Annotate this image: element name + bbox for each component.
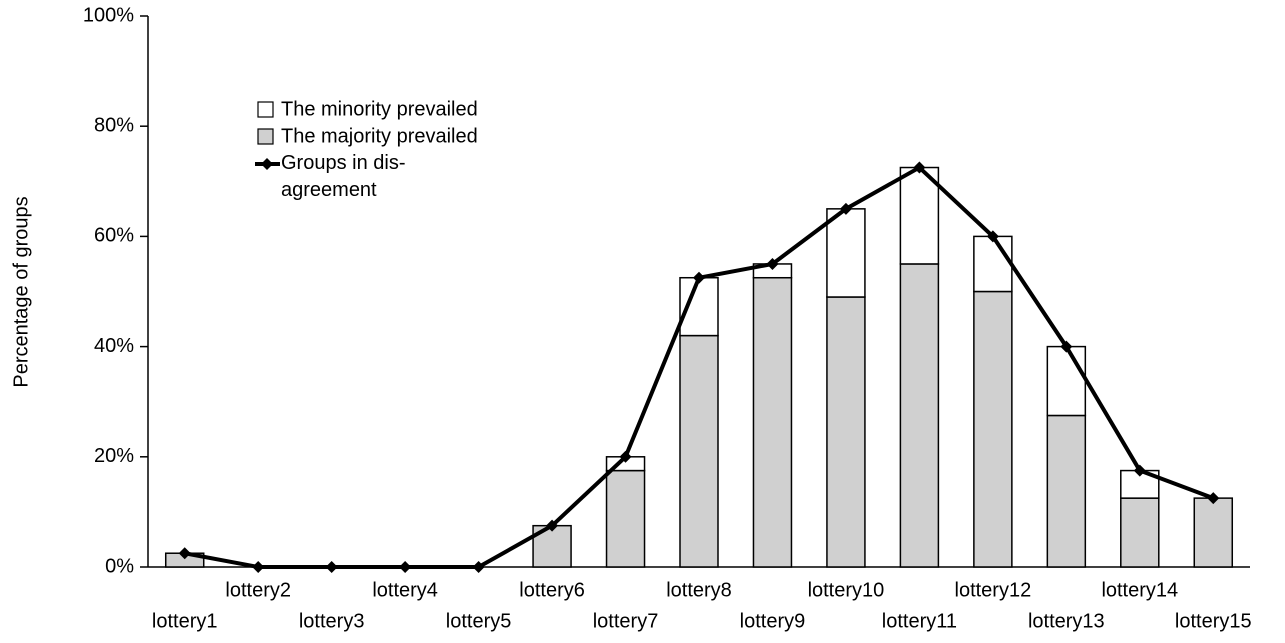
x-tick-label: lottery5: [446, 610, 512, 632]
y-tick-label: 100%: [83, 4, 134, 26]
line-marker: [399, 561, 412, 573]
y-tick-label: 80%: [94, 114, 134, 136]
x-tick-label: lottery3: [299, 610, 365, 632]
bar-segment: [899, 263, 940, 568]
line-marker: [472, 561, 485, 573]
x-tick-label: lottery4: [372, 579, 438, 601]
legend-label: Groups in dis-agreement: [281, 152, 406, 201]
line-marker: [1133, 464, 1146, 477]
legend-marker: [261, 158, 273, 170]
line-marker: [178, 547, 191, 560]
x-tick-label: lottery12: [955, 579, 1032, 601]
x-tick-label: lottery15: [1175, 610, 1252, 632]
legend-swatch: [257, 128, 274, 145]
line-marker: [839, 202, 852, 215]
bar-segment: [1193, 497, 1234, 568]
x-tick-label: lottery2: [225, 579, 291, 601]
y-tick-label: 60%: [94, 225, 134, 247]
line-marker: [252, 561, 265, 573]
legend-label: The majority prevailed: [281, 125, 478, 147]
bar-segment: [605, 469, 646, 568]
bar-segment: [679, 334, 719, 568]
line-marker: [1060, 340, 1073, 353]
bar-segment: [1046, 345, 1087, 417]
line-marker: [619, 450, 632, 463]
y-axis-label: Percentage of groups: [10, 196, 32, 387]
y-tick-label: 20%: [94, 445, 134, 467]
x-tick-label: lottery9: [740, 610, 806, 632]
bar-segment: [826, 296, 866, 568]
bar-segment: [1046, 414, 1087, 568]
line-marker: [913, 161, 926, 174]
x-tick-label: lottery1: [152, 610, 218, 632]
x-tick-label: lottery7: [593, 610, 659, 632]
bar-segment: [899, 166, 940, 265]
x-tick-label: lottery13: [1028, 610, 1105, 632]
line-marker: [766, 257, 779, 270]
x-tick-label: lottery14: [1101, 579, 1178, 601]
line-marker: [1207, 492, 1220, 505]
x-tick-label: lottery6: [519, 579, 585, 601]
x-tick-label: lottery11: [882, 610, 957, 632]
bar-segment: [752, 276, 793, 568]
y-tick-label: 40%: [94, 335, 134, 357]
bar-segment: [1120, 497, 1160, 568]
bar-segment: [826, 208, 866, 298]
bar-segment: [973, 235, 1013, 293]
x-tick-label: lottery10: [808, 579, 885, 601]
bar-segment: [973, 290, 1013, 568]
line-marker: [693, 271, 705, 284]
legend-label: The minority prevailed: [281, 98, 478, 120]
line-marker: [546, 519, 559, 532]
y-tick-label: 0%: [105, 555, 134, 577]
line-marker: [986, 230, 999, 243]
line-marker: [325, 561, 338, 573]
x-tick-label: lottery8: [666, 579, 732, 601]
legend-swatch: [257, 101, 274, 118]
